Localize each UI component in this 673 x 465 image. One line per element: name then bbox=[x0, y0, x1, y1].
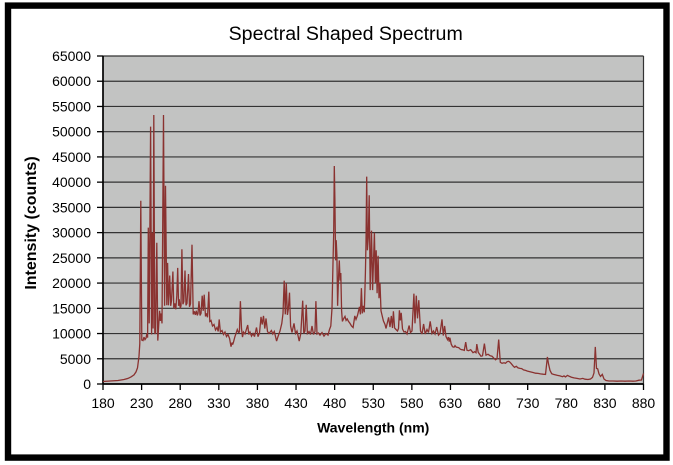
svg-text:60000: 60000 bbox=[52, 73, 91, 89]
svg-text:880: 880 bbox=[632, 395, 656, 411]
svg-text:780: 780 bbox=[555, 395, 579, 411]
svg-text:Intensity (counts): Intensity (counts) bbox=[23, 156, 40, 289]
svg-text:730: 730 bbox=[516, 395, 540, 411]
svg-text:55000: 55000 bbox=[52, 98, 91, 114]
svg-text:Spectral Shaped Spectrum: Spectral Shaped Spectrum bbox=[229, 23, 463, 45]
svg-text:380: 380 bbox=[246, 395, 270, 411]
svg-text:30000: 30000 bbox=[52, 225, 91, 241]
svg-text:50000: 50000 bbox=[52, 124, 91, 140]
svg-text:830: 830 bbox=[593, 395, 617, 411]
svg-text:230: 230 bbox=[130, 395, 154, 411]
svg-text:45000: 45000 bbox=[52, 149, 91, 165]
svg-text:5000: 5000 bbox=[60, 351, 91, 367]
svg-text:180: 180 bbox=[91, 395, 115, 411]
svg-text:15000: 15000 bbox=[52, 300, 91, 316]
svg-text:0: 0 bbox=[83, 376, 91, 392]
svg-text:630: 630 bbox=[439, 395, 463, 411]
svg-text:10000: 10000 bbox=[52, 326, 91, 342]
svg-text:280: 280 bbox=[169, 395, 193, 411]
svg-text:430: 430 bbox=[284, 395, 308, 411]
svg-text:330: 330 bbox=[207, 395, 231, 411]
svg-text:35000: 35000 bbox=[52, 199, 91, 215]
svg-text:25000: 25000 bbox=[52, 250, 91, 266]
svg-text:530: 530 bbox=[362, 395, 386, 411]
svg-text:Wavelength (nm): Wavelength (nm) bbox=[317, 420, 429, 436]
svg-text:40000: 40000 bbox=[52, 174, 91, 190]
svg-text:20000: 20000 bbox=[52, 275, 91, 291]
svg-text:580: 580 bbox=[400, 395, 424, 411]
svg-text:65000: 65000 bbox=[52, 48, 91, 64]
svg-text:680: 680 bbox=[477, 395, 501, 411]
svg-text:480: 480 bbox=[323, 395, 347, 411]
